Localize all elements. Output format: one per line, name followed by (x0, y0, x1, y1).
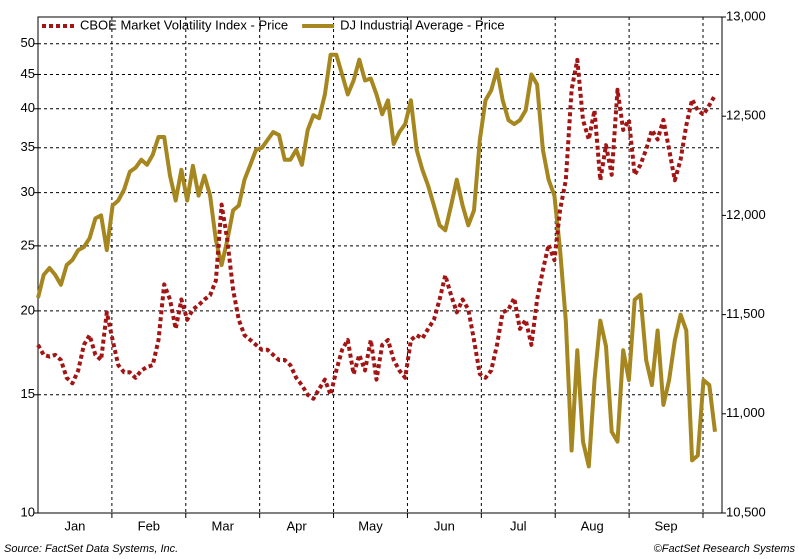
legend-label: CBOE Market Volatility Index - Price (80, 17, 288, 32)
series-line (36, 52, 717, 469)
x-tick-label: Sep (654, 518, 677, 533)
source-note: Source: FactSet Data Systems, Inc. (4, 543, 178, 555)
y-tick-label: 50 (21, 35, 35, 50)
x-tick-label: Jul (510, 518, 527, 533)
y2-tick-label: 11,000 (726, 405, 765, 420)
y2-tick-label: 13,000 (726, 8, 766, 23)
copyright-note: ©FactSet Research Systems (654, 543, 796, 555)
y2-tick-label: 12,000 (726, 207, 766, 222)
y2-tick-label: 10,500 (726, 504, 766, 519)
x-tick-label: Jan (64, 518, 85, 533)
y-tick-label: 15 (21, 386, 35, 401)
x-tick-label: Jun (434, 518, 455, 533)
x-tick-label: Aug (581, 518, 604, 533)
plot-frame (37, 16, 723, 514)
x-tick-label: May (358, 518, 383, 533)
y-tick-label: 20 (21, 302, 35, 317)
series-line (36, 57, 717, 401)
x-tick-label: Mar (212, 518, 235, 533)
y-tick-label: 30 (21, 184, 35, 199)
y2-tick-label: 11,500 (726, 306, 765, 321)
y-tick-label: 10 (21, 504, 35, 519)
legend-label: DJ Industrial Average - Price (340, 17, 505, 32)
x-tick-label: Apr (286, 518, 307, 533)
y2-tick-label: 12,500 (726, 108, 766, 123)
y-tick-label: 25 (21, 237, 35, 252)
y-tick-label: 40 (21, 100, 35, 115)
y-tick-label: 35 (21, 139, 35, 154)
y-tick-label: 45 (21, 66, 35, 81)
x-tick-label: Feb (138, 518, 160, 533)
